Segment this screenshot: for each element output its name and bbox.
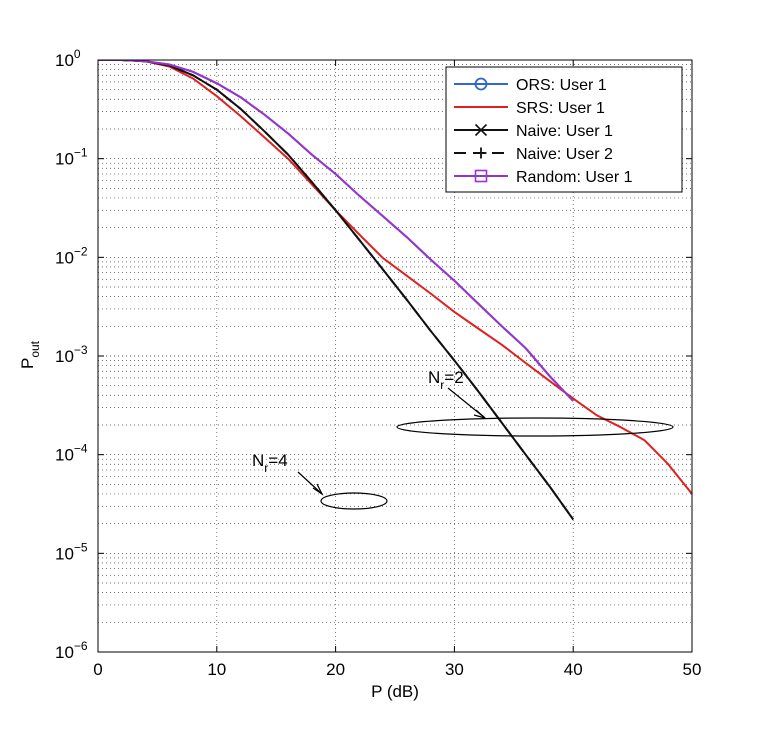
y-tick-label: 10−4 (55, 442, 88, 465)
y-tick-base: 10 (55, 446, 74, 465)
marker-plus (475, 147, 487, 159)
series-random-user-1-nr2 (98, 60, 574, 402)
x-tick-label: 30 (445, 660, 464, 679)
y-tick-base: 10 (55, 51, 74, 70)
y-axis-label-sub: out (28, 340, 42, 357)
x-axis-label: P (dB) (371, 682, 419, 701)
series-line (98, 60, 574, 402)
legend-entry: Naive: User 1 (454, 123, 613, 140)
x-tick-label: 20 (326, 660, 345, 679)
legend-entry: Random: User 1 (454, 169, 633, 186)
x-tick-label: 50 (683, 660, 702, 679)
legend-label: Naive: User 2 (516, 146, 613, 163)
y-tick-label: 10−6 (55, 639, 88, 662)
y-tick-base: 10 (55, 347, 74, 366)
y-tick-base: 10 (55, 248, 74, 267)
legend-label: ORS: User 1 (516, 77, 607, 94)
legend-entry: ORS: User 1 (454, 77, 607, 94)
y-axis-label-main: P (18, 358, 37, 369)
legend: ORS: User 1 SRS: User 1 Naive: User 1 Naive… (445, 66, 683, 193)
y-tick-exponent: −2 (74, 244, 88, 258)
series-line (98, 60, 575, 521)
legend-entry: SRS: User 1 (454, 100, 605, 117)
x-tick-label: 40 (564, 660, 583, 679)
annotation-layer: Nr=2Nr=4 (252, 368, 674, 510)
annotation-label-nr4: Nr=4 (252, 451, 288, 475)
annotation-suffix: =2 (444, 368, 463, 387)
annotation-base: N (252, 451, 264, 470)
y-tick-label: 10−3 (55, 343, 88, 366)
annotation-sub: r (264, 461, 268, 475)
annotation-base: N (428, 368, 440, 387)
marker-square (474, 169, 488, 183)
annotation-ellipse-nr4 (320, 492, 388, 510)
y-tick-exponent: −1 (74, 146, 88, 160)
annotation-arrowhead-nr4 (312, 483, 324, 496)
legend-label: Random: User 1 (516, 169, 633, 186)
annotation-arrow-nr4 (297, 471, 323, 495)
annotation-arrowhead-nr2 (473, 409, 486, 419)
marker-x (474, 123, 488, 137)
annotation-suffix: =4 (268, 451, 287, 470)
series-srs-user-1-nr2 (98, 60, 692, 495)
y-tick-exponent: −6 (74, 639, 88, 653)
y-tick-label: 10−2 (55, 244, 88, 267)
annotation-label-nr2: Nr=2 (428, 368, 464, 392)
y-tick-exponent: −3 (74, 343, 88, 357)
y-tick-exponent: −4 (74, 442, 88, 456)
y-tick-exponent: 0 (74, 47, 81, 61)
y-tick-base: 10 (55, 643, 74, 662)
series-naive-user-2-nr2 (98, 60, 575, 521)
y-tick-label: 10−5 (55, 540, 88, 563)
y-tick-base: 10 (55, 150, 74, 169)
annotation-ellipse-nr2 (396, 417, 674, 437)
marker-circle (474, 77, 488, 91)
y-tick-exponent: −5 (74, 540, 88, 554)
y-tick-label: 100 (55, 47, 81, 70)
x-tick-label: 0 (93, 660, 102, 679)
y-tick-base: 10 (55, 544, 74, 563)
series-layer (98, 60, 692, 521)
y-tick-label: 10−1 (55, 146, 88, 169)
legend-entry: Naive: User 2 (454, 146, 613, 163)
annotation-sub: r (440, 378, 444, 392)
x-tick-label: 10 (207, 660, 226, 679)
series-line (98, 60, 692, 495)
legend-label: Naive: User 1 (516, 123, 613, 140)
legend-label: SRS: User 1 (516, 100, 605, 117)
y-axis-label: Pout (18, 340, 42, 369)
